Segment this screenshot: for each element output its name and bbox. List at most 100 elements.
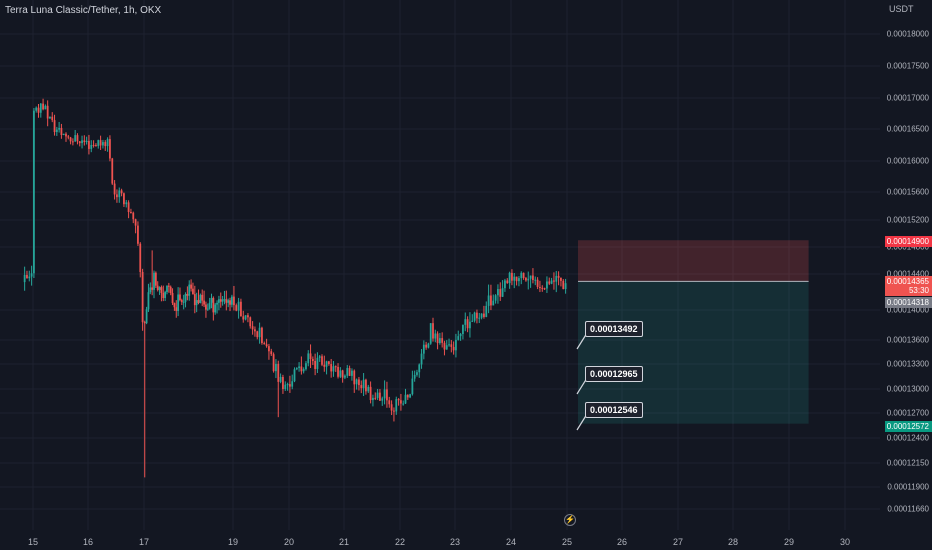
- candle-body: [216, 302, 218, 305]
- candle-body: [543, 288, 546, 290]
- candle-body: [156, 285, 159, 290]
- candle-body: [362, 379, 365, 389]
- candle-body: [393, 410, 395, 412]
- candle-body: [369, 386, 372, 401]
- candle-body: [534, 279, 537, 281]
- lightning-icon[interactable]: ⚡: [564, 514, 576, 526]
- candle-body: [195, 300, 198, 306]
- target-label-1[interactable]: 0.00013492: [585, 321, 643, 337]
- candle-body: [49, 116, 51, 119]
- candle-body: [223, 299, 226, 301]
- entry-price-badge: 0.00014318: [885, 297, 932, 308]
- candle-body: [344, 375, 346, 378]
- stop-loss-zone: [578, 240, 809, 282]
- candle-body: [247, 315, 249, 318]
- candle-body: [233, 296, 235, 306]
- candle-body: [249, 317, 252, 327]
- candle-body: [388, 400, 391, 405]
- target-label-3[interactable]: 0.00012546: [585, 402, 643, 418]
- price-tick-label: 0.00012150: [886, 458, 929, 468]
- candle-body: [229, 300, 231, 305]
- candle-body: [527, 278, 530, 281]
- candle-body: [69, 137, 72, 142]
- candle-body: [199, 294, 202, 303]
- candle-body: [263, 342, 266, 345]
- candle-body: [457, 336, 460, 340]
- candle-body: [353, 370, 356, 385]
- candle-body: [261, 327, 263, 343]
- candle-body: [134, 219, 137, 226]
- candle-body: [153, 272, 155, 290]
- candle-body: [425, 344, 428, 348]
- candle-body: [337, 366, 339, 377]
- candle-body: [270, 351, 273, 355]
- candle-body: [476, 312, 478, 319]
- price-tick-label: 0.00018000: [886, 29, 929, 39]
- candle-body: [190, 284, 192, 289]
- candle-body: [525, 278, 527, 281]
- price-tick-label: 0.00015600: [886, 187, 929, 197]
- candle-body: [494, 295, 497, 301]
- candle-body: [106, 139, 109, 147]
- candle-body: [37, 107, 40, 113]
- candle-body: [182, 301, 185, 303]
- candle-body: [71, 141, 74, 143]
- candle-body: [188, 284, 191, 296]
- candle-body: [483, 313, 485, 317]
- price-tick-label: 0.00017500: [886, 61, 929, 71]
- price-tick-label: 0.00013000: [886, 384, 929, 394]
- candle-body: [427, 343, 430, 348]
- candle-body: [411, 378, 414, 395]
- candle-body: [166, 285, 168, 292]
- price-tick-label: 0.00015200: [886, 215, 929, 225]
- candle-body: [436, 333, 439, 344]
- candle-body: [406, 394, 409, 398]
- time-tick-label: 15: [27, 537, 39, 547]
- candle-body: [279, 376, 282, 382]
- candle-body: [341, 370, 344, 378]
- candle-body: [546, 281, 548, 289]
- candle-body: [154, 272, 157, 286]
- candle-body: [499, 289, 502, 297]
- candle-body: [562, 280, 565, 290]
- candle-body: [53, 120, 56, 133]
- candle-body: [28, 276, 31, 279]
- candle-body: [158, 287, 161, 290]
- candle-body: [254, 329, 256, 332]
- time-tick-label: 24: [505, 537, 517, 547]
- candle-body: [242, 316, 245, 320]
- candle-body: [130, 211, 132, 213]
- candle-body: [230, 296, 233, 305]
- candle-body: [289, 384, 291, 387]
- candle-body: [145, 309, 148, 324]
- candle-body: [473, 312, 476, 321]
- candle-body: [113, 183, 116, 195]
- price-tick-label: 0.00014800: [886, 242, 929, 252]
- target-label-2[interactable]: 0.00012965: [585, 366, 643, 382]
- candle-body: [268, 346, 270, 352]
- candle-body: [51, 116, 54, 121]
- candles[interactable]: [23, 98, 567, 478]
- candle-body: [404, 394, 407, 404]
- candle-body: [314, 360, 317, 369]
- candle-body: [466, 319, 469, 329]
- candle-body: [469, 321, 471, 329]
- candle-body: [208, 302, 211, 309]
- candle-body: [151, 287, 154, 290]
- candle-body: [85, 140, 88, 143]
- candle-body: [111, 158, 114, 184]
- candle-body: [318, 356, 321, 358]
- risk-reward-zones[interactable]: [578, 240, 809, 424]
- candle-body: [171, 292, 174, 304]
- price-tick-label: 0.00014000: [886, 305, 929, 315]
- price-tick-label: 0.00012400: [886, 433, 929, 443]
- candle-body: [416, 372, 418, 375]
- candle-body: [504, 280, 506, 289]
- candle-body: [88, 140, 90, 149]
- candle-body: [179, 294, 181, 301]
- candle-body: [90, 144, 93, 149]
- candle-body: [438, 338, 441, 344]
- candle-body: [65, 133, 67, 137]
- candle-body: [42, 103, 44, 110]
